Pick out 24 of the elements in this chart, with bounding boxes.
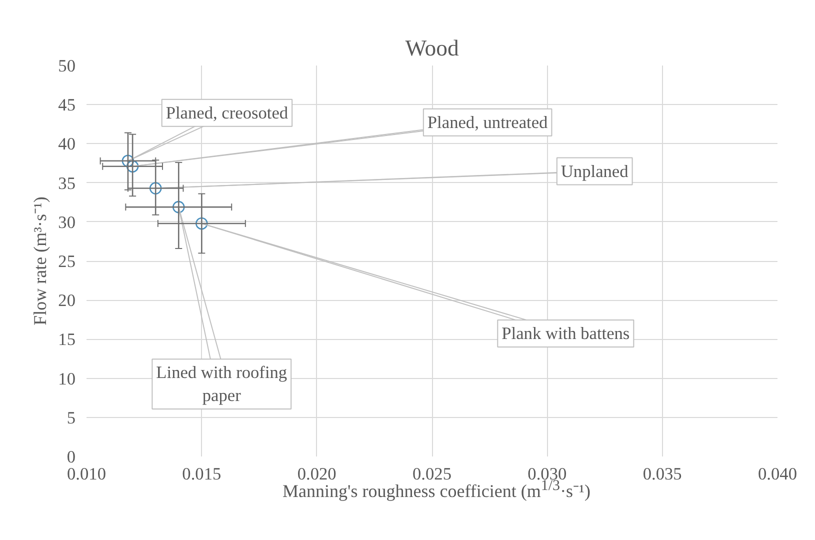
- y-tick-label: 30: [58, 212, 76, 232]
- y-tick-label: 50: [58, 56, 76, 76]
- y-tick-label: 35: [58, 174, 76, 193]
- y-tick-label: 40: [58, 134, 76, 154]
- annotation: Plank with battens: [502, 324, 630, 343]
- annotation: Planed, untreated: [427, 112, 548, 132]
- x-tick-label: 0.035: [642, 464, 682, 484]
- x-tick-label: 0.025: [412, 464, 452, 484]
- x-tick-label: 0.015: [182, 464, 222, 484]
- chart-title: Wood: [405, 36, 460, 60]
- annotation: Planed, creosoted: [166, 103, 288, 122]
- annotation: Lined with roofing paper: [156, 363, 288, 405]
- y-tick-label: 45: [58, 96, 76, 115]
- y-axis-title: Flow rate (m³·s⁻¹): [30, 196, 50, 326]
- x-tick-label: 0.010: [67, 464, 106, 484]
- y-tick-label: 20: [58, 291, 76, 310]
- x-tick-label: 0.020: [297, 464, 336, 484]
- y-tick-label: 0: [66, 448, 76, 466]
- annotation: Unplaned: [560, 162, 629, 181]
- x-tick-label: 0.040: [758, 464, 798, 484]
- y-tick-label: 15: [58, 330, 76, 350]
- y-tick-label: 25: [58, 252, 76, 271]
- y-tick-label: 5: [66, 408, 76, 428]
- y-tick-label: 10: [58, 369, 76, 388]
